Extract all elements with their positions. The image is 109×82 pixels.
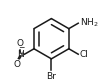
Text: −: − <box>19 43 25 52</box>
Text: Cl: Cl <box>80 50 89 59</box>
Text: N: N <box>17 50 24 59</box>
Text: O: O <box>16 39 23 48</box>
Text: +: + <box>19 51 24 56</box>
Text: Br: Br <box>46 72 56 81</box>
Text: O: O <box>14 60 21 69</box>
Text: NH$_2$: NH$_2$ <box>80 16 98 29</box>
